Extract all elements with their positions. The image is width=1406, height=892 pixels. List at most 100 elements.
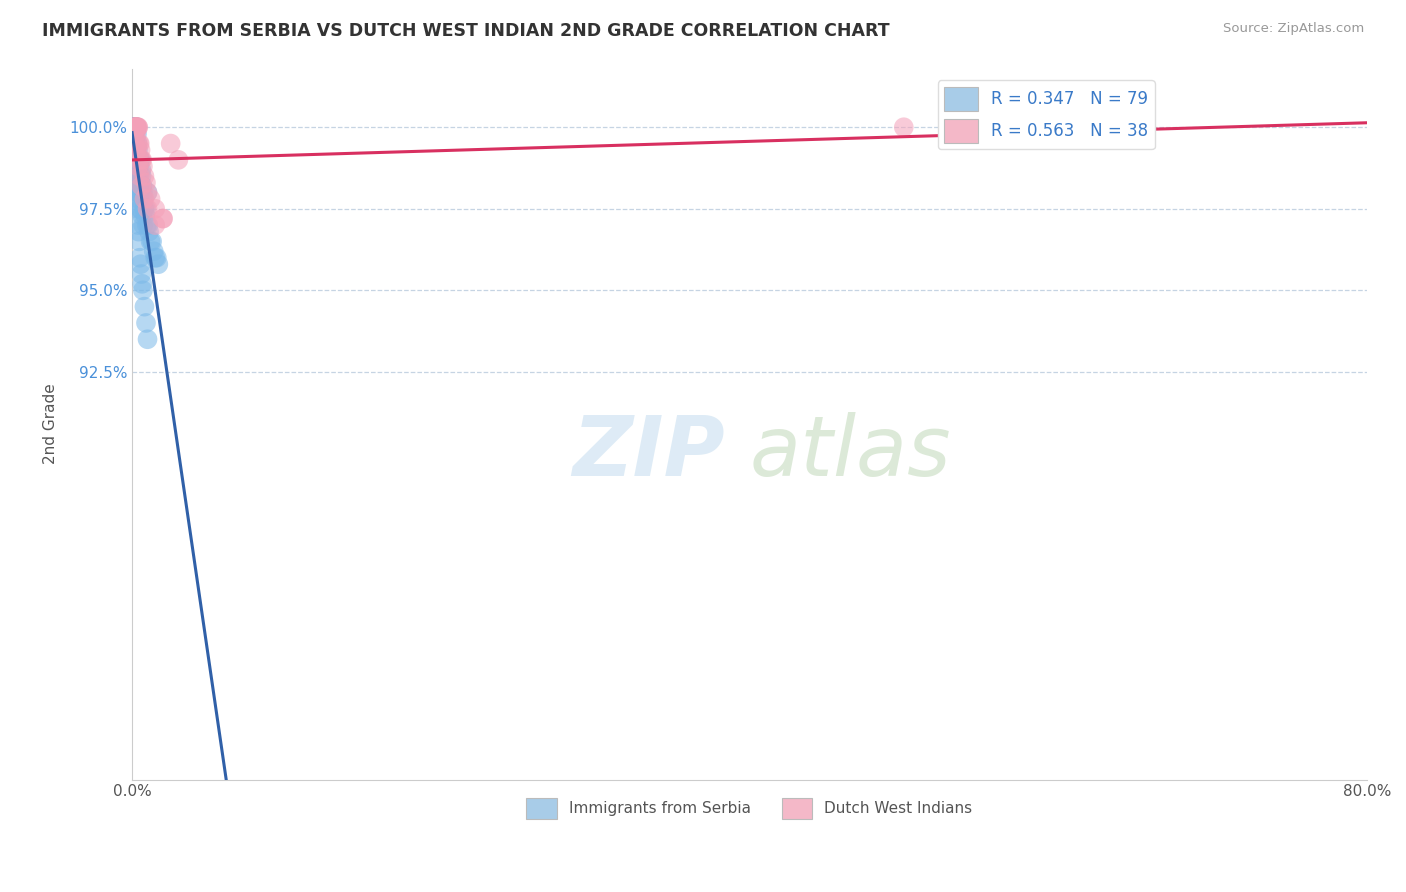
Legend: Immigrants from Serbia, Dutch West Indians: Immigrants from Serbia, Dutch West India… [520,791,979,825]
Point [136,186,159,200]
Point [143,202,166,216]
Point [141,235,163,249]
Point [135,202,157,216]
Point [122,120,145,135]
Point [132,160,155,174]
Point [127,176,149,190]
Point [134,208,156,222]
Point [128,202,150,216]
Point [125,120,148,135]
Point [152,211,174,226]
Point [129,153,152,167]
Point [143,251,166,265]
Point [122,120,145,135]
Point [143,218,166,232]
Point [125,120,148,135]
Point [128,186,150,200]
Text: IMMIGRANTS FROM SERBIA VS DUTCH WEST INDIAN 2ND GRADE CORRELATION CHART: IMMIGRANTS FROM SERBIA VS DUTCH WEST IND… [42,22,890,40]
Point [134,202,156,216]
Point [167,153,190,167]
Point [124,127,146,141]
Point [124,136,146,151]
Point [124,120,146,135]
Point [127,136,149,151]
Point [125,143,148,157]
Point [125,127,148,141]
Point [131,153,153,167]
Text: atlas: atlas [749,412,950,493]
Point [129,143,152,157]
Point [127,136,149,151]
Point [121,120,143,135]
Point [124,120,146,135]
Point [128,251,150,265]
Point [131,178,153,193]
Point [127,202,149,216]
Point [128,136,150,151]
Point [129,202,152,216]
Point [128,169,150,183]
Point [131,178,153,193]
Point [146,251,169,265]
Point [136,202,159,216]
Point [131,208,153,222]
Point [127,218,149,232]
Point [127,120,149,135]
Point [159,136,181,151]
Point [128,235,150,249]
Point [125,120,148,135]
Point [128,153,150,167]
Point [122,120,145,135]
Point [127,143,149,157]
Point [125,120,148,135]
Point [125,146,148,161]
Point [131,169,153,183]
Point [122,120,145,135]
Point [136,186,159,200]
Point [132,283,155,297]
Point [129,257,152,271]
Point [128,136,150,151]
Point [134,169,156,183]
Point [128,153,150,167]
Point [122,120,145,135]
Point [124,136,146,151]
Point [128,192,150,206]
Point [134,202,156,216]
Point [132,192,155,206]
Point [131,277,153,291]
Point [127,120,149,135]
Point [142,244,165,259]
Point [128,160,150,174]
Point [125,160,148,174]
Point [125,120,148,135]
Text: ZIP: ZIP [572,412,724,493]
Text: Source: ZipAtlas.com: Source: ZipAtlas.com [1223,22,1364,36]
Point [127,120,149,135]
Point [124,153,146,167]
Point [124,120,146,135]
Point [124,120,146,135]
Point [134,300,156,314]
Point [139,235,162,249]
Point [124,120,146,135]
Point [122,120,145,135]
Point [125,186,148,200]
Point [125,169,148,183]
Point [127,160,149,174]
Point [121,120,143,135]
Point [124,127,146,141]
Point [122,120,145,135]
Point [132,218,155,232]
Point [124,120,146,135]
Point [127,153,149,167]
Point [148,257,170,271]
Point [131,267,153,281]
Point [125,143,148,157]
Point [139,192,162,206]
Point [128,169,150,183]
Point [129,176,152,190]
Point [127,186,149,200]
Point [124,120,146,135]
Point [125,127,148,141]
